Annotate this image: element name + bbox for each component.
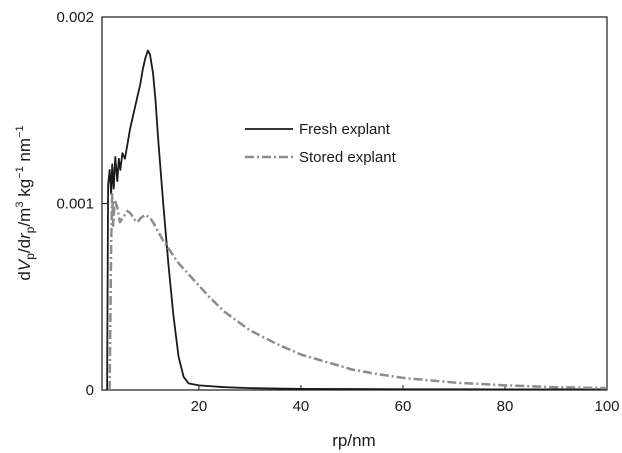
legend-label-stored-explant: Stored explant — [299, 149, 397, 166]
y-label-sub-p2: p — [23, 226, 37, 233]
y-label-slash-d: /d — [15, 239, 34, 253]
x-axis-title: rp/nm — [332, 431, 375, 450]
y-label-unit-nm: nm — [15, 138, 34, 166]
x-tick-label: 80 — [497, 398, 514, 415]
series-line-fresh-explant — [106, 49, 607, 391]
legend: Fresh explant Stored explant — [245, 121, 397, 166]
y-label-r: r — [15, 232, 34, 239]
x-tick-label: 40 — [293, 398, 310, 415]
y-label-V: V — [15, 258, 34, 271]
y-label-unit-m: /m — [15, 208, 34, 227]
y-tick-label: 0.001 — [56, 196, 94, 213]
y-label-exp-m: 3 — [14, 202, 26, 208]
plot-frame — [101, 16, 608, 391]
y-axis-title: dVp/drp/m3 kg−1 nm−1 — [14, 125, 37, 280]
y-tick-label: 0 — [86, 382, 94, 399]
y-label-exp-kg: −1 — [14, 166, 26, 179]
legend-label-fresh-explant: Fresh explant — [299, 121, 391, 138]
y-label-d: d — [15, 271, 34, 280]
x-tick-label: 100 — [594, 398, 619, 415]
y-label-unit-kg: kg — [15, 179, 34, 202]
x-tick-label: 20 — [191, 398, 208, 415]
series-line-stored-explant — [108, 192, 608, 391]
y-label-sub-p: p — [23, 253, 37, 260]
y-label-exp-nm: −1 — [14, 125, 26, 138]
series-lines — [106, 49, 608, 391]
x-tick-label: 60 — [395, 398, 412, 415]
y-tick-label: 0.002 — [56, 9, 94, 26]
axis-ticks: 20 40 60 80 100 0 0.001 0.002 — [56, 9, 619, 415]
